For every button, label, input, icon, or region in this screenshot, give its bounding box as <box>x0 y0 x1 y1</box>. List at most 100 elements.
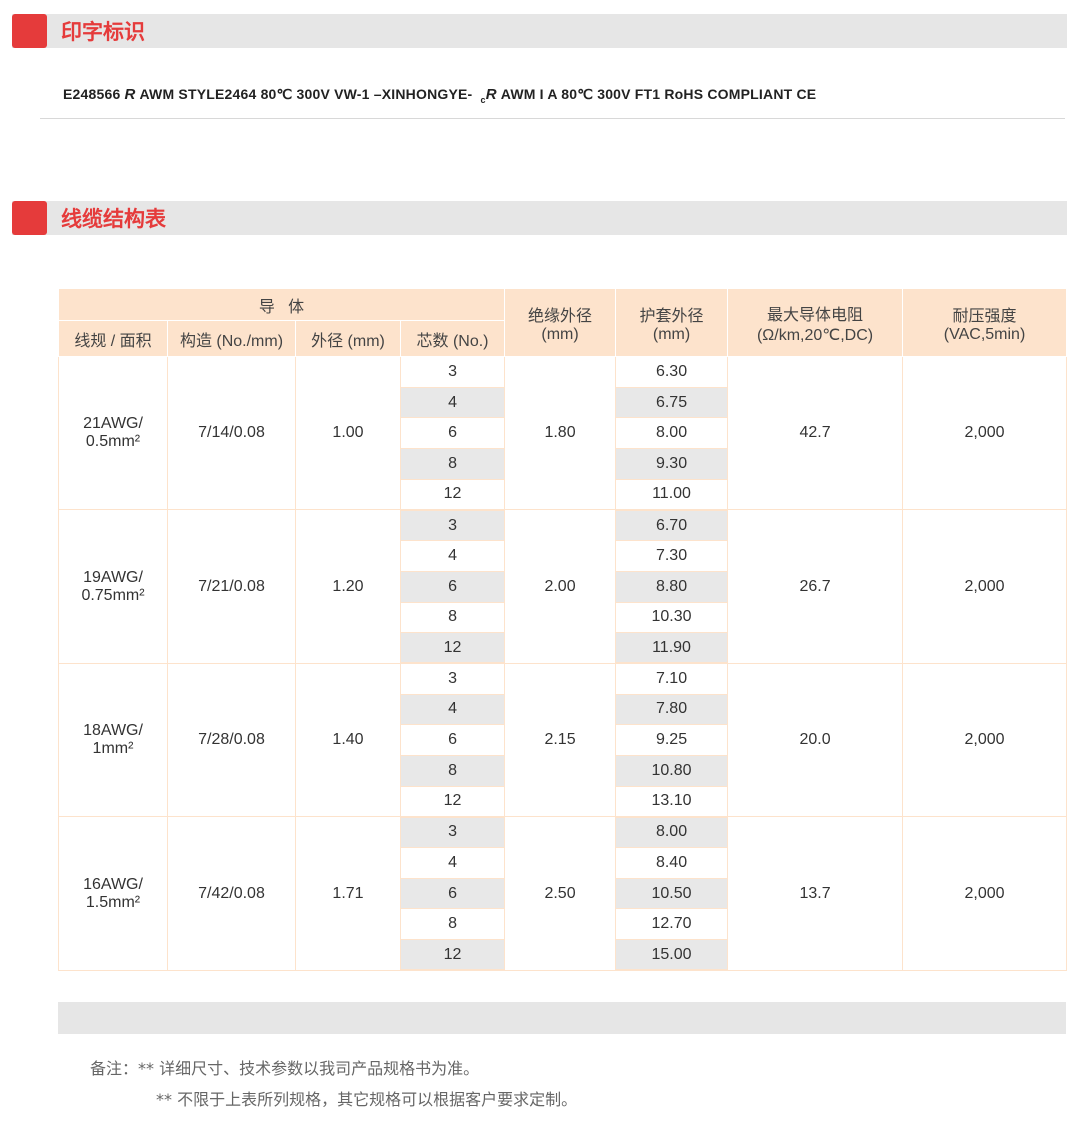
note-2: ** 不限于上表所列规格，其它规格可以根据客户要求定制。 <box>156 1090 578 1109</box>
cell-strand: 7/21/0.08 <box>167 509 296 664</box>
ul-logo-icon: R <box>124 86 136 103</box>
header-strand: 构造 (No./mm) <box>167 320 296 357</box>
cell-gauge: 18AWG/1mm² <box>58 662 168 818</box>
header-gauge: 线规 / 面积 <box>58 320 168 357</box>
table-row: 6 8.80 <box>59 570 1067 603</box>
cell-jacket-od: 8.80 <box>615 570 729 603</box>
marking-code: E248566 <box>63 86 121 102</box>
cell-jacket-od: 12.70 <box>615 908 729 941</box>
cell-jacket-od: 11.00 <box>615 478 729 511</box>
table-row: 18AWG/1mm² 7/28/0.08 1.40 3 2.15 7.10 20.0 2,00… <box>58 662 1068 818</box>
cell-jacket-od: 8.00 <box>615 417 729 450</box>
table-row: 8 9.30 <box>59 448 1067 480</box>
cell-jacket-od: 7.10 <box>615 662 729 695</box>
cell-jacket-od: 9.25 <box>615 724 729 756</box>
cell-voltage: 2,000 <box>902 816 1068 971</box>
cell-cores: 4 <box>399 540 506 572</box>
header-voltage: 耐压强度 (VAC,5min) <box>902 288 1068 357</box>
table-row: 4 7.30 <box>59 540 1067 572</box>
cell-cores: 3 <box>399 356 506 388</box>
table-row: 8 10.30 <box>59 601 1067 634</box>
cell-cores: 4 <box>399 386 506 419</box>
cell-jacket-od: 13.10 <box>615 785 729 818</box>
cell-cores: 8 <box>399 448 506 480</box>
cell-cores: 8 <box>399 601 506 634</box>
cell-cores: 8 <box>399 754 506 787</box>
cell-resistance: 26.7 <box>727 509 904 664</box>
table-row: 12 13.10 <box>59 785 1067 818</box>
cell-strand: 7/42/0.08 <box>167 816 296 971</box>
cell-jacket-od: 6.70 <box>615 509 729 542</box>
marking-middle: AWM STYLE2464 80℃ 300V VW-1 –XINHONGYE- <box>139 86 473 102</box>
cell-cores: 12 <box>399 785 506 818</box>
cell-cores: 4 <box>399 847 506 879</box>
cell-insulation-od: 1.80 <box>504 355 617 511</box>
cell-jacket-od: 10.80 <box>615 754 729 787</box>
cell-resistance: 20.0 <box>727 662 904 818</box>
cell-jacket-od: 6.30 <box>615 356 729 388</box>
cell-strand: 7/28/0.08 <box>167 662 296 818</box>
cell-strand: 7/14/0.08 <box>167 355 296 511</box>
cell-voltage: 2,000 <box>902 355 1068 511</box>
cell-jacket-od: 15.00 <box>615 939 729 972</box>
cell-gauge: 16AWG/1.5mm² <box>58 816 168 971</box>
header-cores: 芯数 (No.) <box>399 320 506 357</box>
cell-insulation-od: 2.15 <box>504 662 617 818</box>
marking-text: E248566 R AWM STYLE2464 80℃ 300V VW-1 –XIN… <box>63 86 816 105</box>
cell-insulation-od: 2.00 <box>504 509 617 664</box>
cul-logo-icon: cR <box>480 86 497 105</box>
table-row: 12 15.00 <box>59 939 1067 972</box>
table-row: 21AWG/0.5mm² 7/14/0.08 1.00 3 1.80 6.30 42.7 2,… <box>58 355 1068 511</box>
cell-cores: 12 <box>399 478 506 511</box>
section-title: 印字标识 <box>61 20 145 44</box>
cell-cores: 3 <box>399 662 506 695</box>
cell-gauge: 19AWG/0.75mm² <box>58 509 168 664</box>
table-row: 6 9.25 <box>59 724 1067 756</box>
header-conductor: 导 体 <box>57 288 506 321</box>
cell-od: 1.71 <box>295 816 401 971</box>
cell-cores: 6 <box>399 724 506 756</box>
section-header-marking: 印字标识 <box>12 14 1067 48</box>
cell-cores: 6 <box>399 877 506 910</box>
section-marker <box>12 14 47 48</box>
section-title: 线缆结构表 <box>61 207 166 231</box>
table-row: 16AWG/1.5mm² 7/42/0.08 1.71 3 2.50 8.00 13.7 2,… <box>58 816 1068 971</box>
cell-jacket-od: 8.40 <box>615 847 729 879</box>
cell-od: 1.40 <box>295 662 401 818</box>
table-row: 8 10.80 <box>59 754 1067 787</box>
cell-od: 1.20 <box>295 509 401 664</box>
header-od: 外径 (mm) <box>295 320 401 357</box>
cell-jacket-od: 11.90 <box>615 632 729 665</box>
cell-jacket-od: 9.30 <box>615 448 729 480</box>
cell-jacket-od: 6.75 <box>615 386 729 419</box>
cell-jacket-od: 8.00 <box>615 816 729 848</box>
cell-cores: 6 <box>399 417 506 450</box>
cell-cores: 6 <box>399 570 506 603</box>
table-footer-bar <box>58 1002 1066 1034</box>
cable-structure-table: 导 体 绝缘外径 (mm) 护套外径 (mm) 最大导体电阻 (Ω/km,20℃,DC… <box>57 288 1068 972</box>
divider <box>40 118 1065 119</box>
cell-cores: 12 <box>399 939 506 972</box>
table-row: 12 11.00 <box>59 478 1067 511</box>
cell-insulation-od: 2.50 <box>504 816 617 971</box>
cell-resistance: 13.7 <box>727 816 904 971</box>
section-marker <box>12 201 47 235</box>
table-row: 12 11.90 <box>59 632 1067 665</box>
cell-jacket-od: 7.30 <box>615 540 729 572</box>
cell-od: 1.00 <box>295 355 401 511</box>
cell-cores: 4 <box>399 693 506 726</box>
cell-jacket-od: 10.50 <box>615 877 729 910</box>
table-row: 4 6.75 <box>59 386 1067 419</box>
cell-voltage: 2,000 <box>902 662 1068 818</box>
header-jacket-od: 护套外径 (mm) <box>615 288 729 357</box>
marking-after: AWM I A 80℃ 300V FT1 RoHS COMPLIANT CE <box>500 86 817 102</box>
cell-voltage: 2,000 <box>902 509 1068 664</box>
cell-cores: 12 <box>399 632 506 665</box>
cell-gauge: 21AWG/0.5mm² <box>58 355 168 511</box>
table-row: 4 8.40 <box>59 847 1067 879</box>
cell-cores: 3 <box>399 816 506 848</box>
cell-resistance: 42.7 <box>727 355 904 511</box>
header-max-resistance: 最大导体电阻 (Ω/km,20℃,DC) <box>727 288 904 357</box>
note-1: 备注：** 详细尺寸、技术参数以我司产品规格书为准。 <box>90 1059 480 1078</box>
table-row: 6 8.00 <box>59 417 1067 450</box>
